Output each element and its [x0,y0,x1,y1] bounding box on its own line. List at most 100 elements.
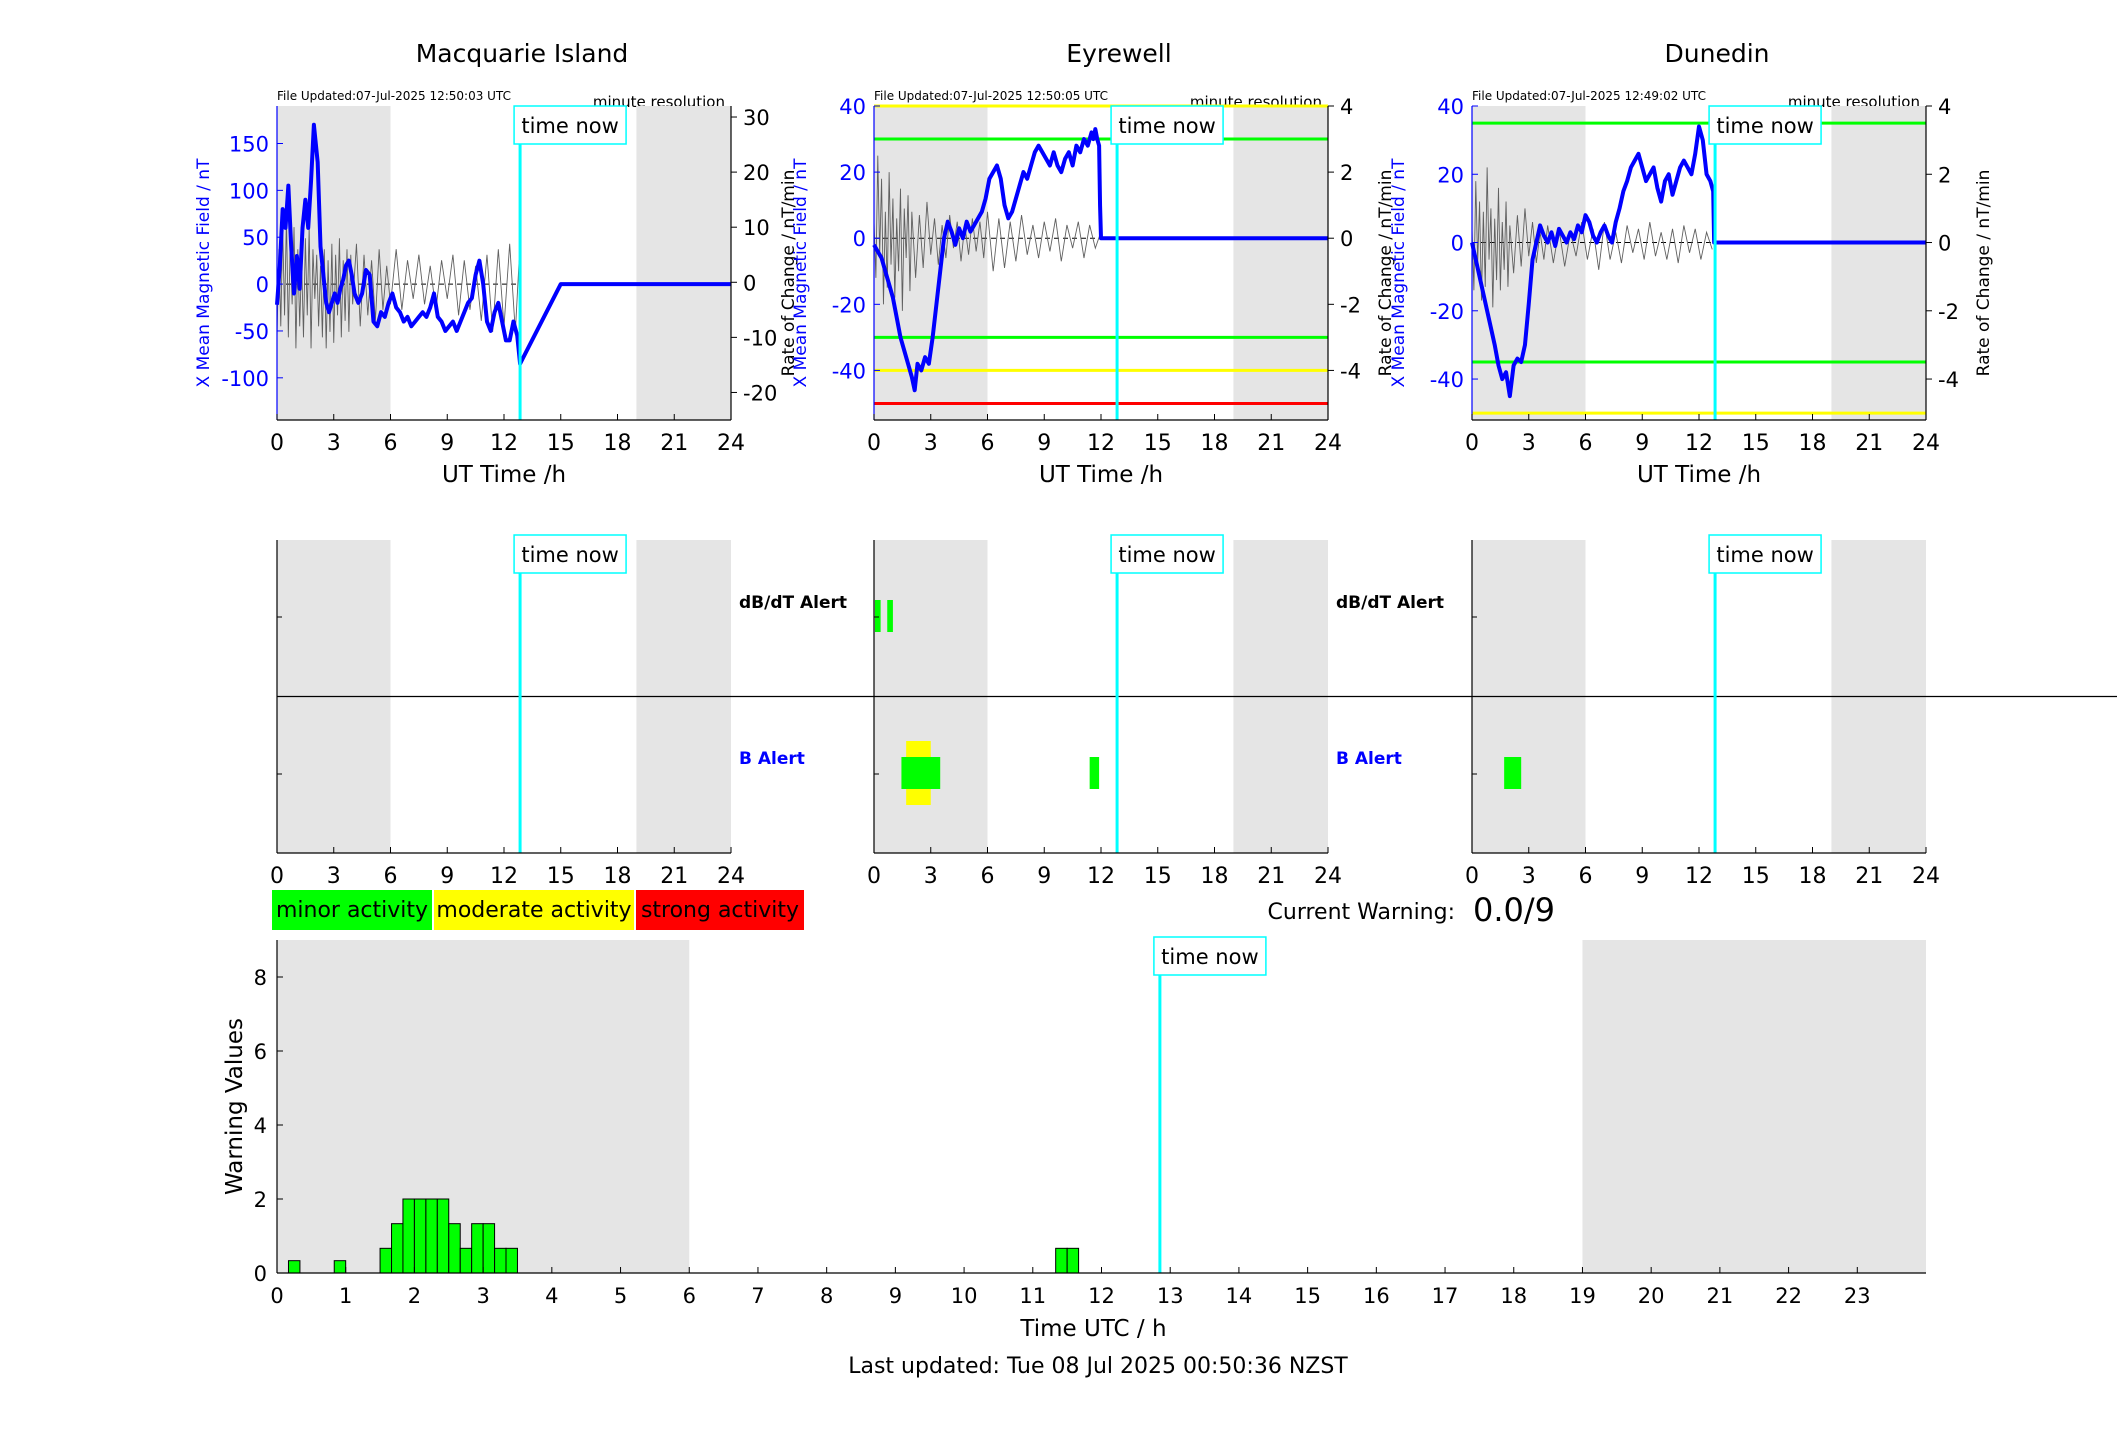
warning-bar [391,1223,404,1274]
time-now-label: time now [1118,114,1215,138]
y-tick-label: -20 [832,293,866,317]
x-field-series [275,122,731,366]
y-axis-label: X Mean Magnetic Field / nT [791,158,811,388]
activity-legend: minor activity moderate activity strong … [272,890,804,930]
x-tick-label: 9 [889,1284,902,1308]
time-now-label: time now [1161,945,1258,969]
x-tick-label: 6 [1579,431,1593,456]
x-tick-label: 12 [490,864,518,889]
x-tick-label: 21 [660,864,688,889]
x-tick-label: 21 [1855,431,1883,456]
x-tick-label: 22 [1775,1284,1802,1308]
x-tick-label: 18 [604,864,632,889]
x-tick-label: 12 [490,431,518,456]
x-tick-label: 3 [1522,431,1536,456]
y2-tick-label: 4 [1938,95,1951,119]
x-tick-label: 21 [660,431,688,456]
file-updated-text: File Updated:07-Jul-2025 12:50:03 UTC [277,89,511,103]
y-axis-label: Warning Values [222,1018,248,1195]
time-now-box-0 [513,105,627,145]
x-tick-label: 12 [1087,864,1115,889]
x-tick-label: 6 [981,864,995,889]
y-tick-label: 40 [839,95,866,119]
x-tick-label: 9 [440,431,454,456]
legend-label-minor: minor activity [276,898,428,923]
time-now-box-2 [1708,534,1822,574]
x-tick-label: 12 [1088,1284,1115,1308]
night-shade [1831,106,1926,420]
y2-tick-label: 4 [1340,95,1353,119]
time-now-label: time now [521,543,618,567]
y2-tick-label: 0 [1938,232,1951,256]
dbdt-alert-label: dB/dT Alert [739,593,847,613]
time-now-box-2 [1708,105,1822,145]
x-tick-label: 18 [1799,431,1827,456]
legend-swatch-strong [636,890,804,930]
y-tick-label: -20 [1430,300,1464,324]
y2-tick-label: 2 [1938,163,1951,187]
x-tick-label: 24 [1314,864,1342,889]
y2-tick-label: -4 [1340,359,1361,383]
y-tick-label: -40 [1430,368,1464,392]
warning-bar [471,1223,484,1274]
plot-title: Dunedin [1665,39,1770,68]
x-tick-label: 3 [327,431,341,456]
current-warning-value: 0.0/9 [1473,891,1555,929]
warning-bar [436,1198,450,1274]
x-tick-label: 3 [924,864,938,889]
x-tick-label: 12 [1685,864,1713,889]
dbdt-alert-block [874,600,881,632]
warning-bar [287,1260,301,1274]
time-now-label: time now [1716,543,1813,567]
x-tick-label: 24 [1912,431,1940,456]
x-tick-label: 0 [867,864,881,889]
warning-bar [459,1247,473,1274]
x-tick-label: 7 [751,1284,764,1308]
warning-bar [379,1247,393,1274]
x-axis-label: UT Time /h [1039,462,1163,488]
y-tick-label: 50 [242,226,269,250]
b-alert-label: B Alert [739,749,805,769]
y-tick-label: 0 [254,1262,267,1286]
x-tick-label: 21 [1707,1284,1734,1308]
x-tick-label: 6 [384,431,398,456]
x-tick-label: 19 [1569,1284,1596,1308]
x-tick-label: 3 [327,864,341,889]
x-tick-label: 24 [1912,864,1940,889]
y-tick-label: 6 [254,1040,267,1064]
b-alert-block [901,757,941,789]
alert-plot-dunedin: time now 0 3 6 9 12 15 18 21 24 [1465,534,2117,889]
x-tick-label: 24 [717,864,745,889]
dbdt-alert-label: dB/dT Alert [1336,593,1444,613]
warning-bar [482,1223,496,1274]
warning-bar [1055,1247,1068,1274]
y2-tick-label: 30 [743,106,770,130]
x-tick-label: 18 [1201,431,1229,456]
time-now-label: time now [521,114,618,138]
line-plot-dunedin: Dunedin File Updated:07-Jul-2025 12:49:02… [1389,39,1994,488]
warning-bar [402,1198,415,1274]
warning-bar [494,1247,507,1274]
x-tick-label: 21 [1257,431,1285,456]
x-tick-label: 18 [1201,864,1229,889]
night-shade [1582,940,1926,1273]
file-updated-text: File Updated:07-Jul-2025 12:49:02 UTC [1472,89,1706,103]
night-shade [277,940,690,1273]
y-tick-label: 0 [256,273,269,297]
x-tick-label: 15 [1742,864,1770,889]
x-tick-label: 9 [1635,864,1649,889]
y-tick-label: 8 [254,966,267,990]
y-axis-label: X Mean Magnetic Field / nT [194,158,214,388]
x-tick-label: 0 [1465,864,1479,889]
x-tick-label: 8 [820,1284,833,1308]
y-tick-label: 20 [839,161,866,185]
y-tick-label: 4 [254,1114,267,1138]
x-tick-label: 0 [867,431,881,456]
x-tick-label: 21 [1257,864,1285,889]
x-tick-label: 15 [547,431,575,456]
plot-title: Macquarie Island [416,39,629,68]
y2-tick-label: 20 [743,161,770,185]
x-tick-label: 23 [1844,1284,1871,1308]
x-tick-label: 6 [384,864,398,889]
x-tick-label: 13 [1157,1284,1184,1308]
